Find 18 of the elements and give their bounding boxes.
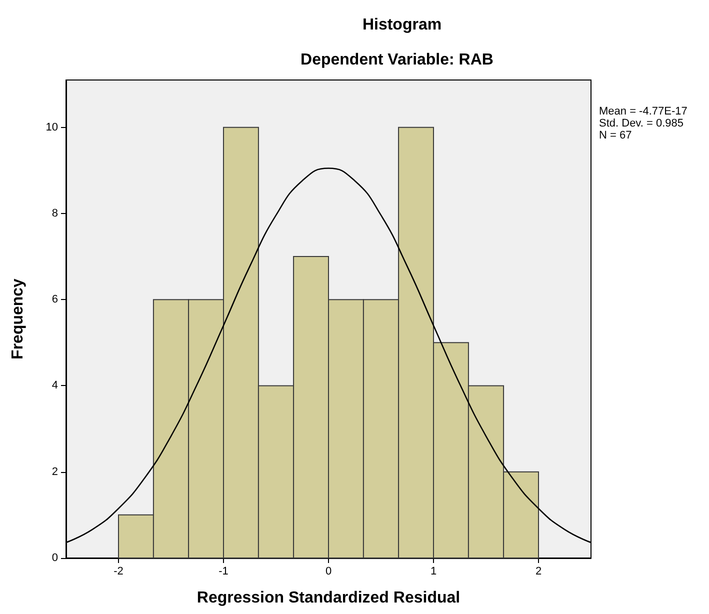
- x-tick-label: -2: [114, 566, 124, 578]
- chart-subtitle: Dependent Variable: RAB: [300, 52, 494, 68]
- y-tick-label: 8: [52, 207, 58, 220]
- y-tick-label: 0: [52, 552, 58, 564]
- x-tick-label: 2: [535, 566, 542, 578]
- y-axis-title: Frequency: [10, 278, 26, 360]
- text: Mean = -4.77E-17: [599, 106, 688, 118]
- y-tick-label: 10: [46, 121, 58, 134]
- y-tick-label: 4: [52, 380, 58, 392]
- text: N = 67: [599, 130, 632, 142]
- x-tick-label: 0: [325, 566, 332, 578]
- text: Std. Dev. = 0.985: [599, 118, 684, 130]
- chart-title: Histogram: [362, 16, 442, 34]
- x-tick-label: -1: [218, 566, 228, 578]
- x-tick-label: 1: [430, 566, 437, 578]
- y-tick-label: 2: [52, 466, 58, 478]
- x-axis-title: Regression Standardized Residual: [196, 590, 460, 606]
- y-tick-label: 6: [52, 294, 58, 306]
